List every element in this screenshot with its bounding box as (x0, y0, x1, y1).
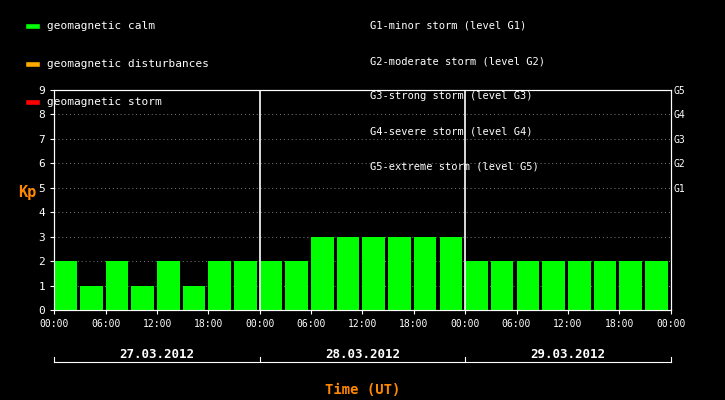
Bar (54, 261, 77, 310)
Text: G3-strong storm (level G3): G3-strong storm (level G3) (370, 91, 532, 101)
Text: G1-minor storm (level G1): G1-minor storm (level G1) (370, 21, 526, 31)
Bar (491, 261, 513, 310)
Bar (439, 237, 462, 310)
Bar (645, 261, 668, 310)
Bar (594, 261, 616, 310)
Bar (619, 261, 642, 310)
Bar (183, 286, 205, 310)
Text: geomagnetic storm: geomagnetic storm (47, 97, 162, 107)
Bar (260, 261, 282, 310)
Text: 27.03.2012: 27.03.2012 (120, 348, 194, 360)
Bar (388, 237, 411, 310)
Bar (208, 261, 231, 310)
Bar (465, 261, 488, 310)
Bar (80, 286, 103, 310)
Text: geomagnetic disturbances: geomagnetic disturbances (47, 59, 209, 69)
Text: G2-moderate storm (level G2): G2-moderate storm (level G2) (370, 56, 544, 66)
Bar (337, 237, 360, 310)
Bar (286, 261, 308, 310)
Bar (542, 261, 565, 310)
Bar (362, 237, 385, 310)
Text: Time (UT): Time (UT) (325, 383, 400, 397)
Text: geomagnetic calm: geomagnetic calm (47, 21, 155, 31)
Text: G4-severe storm (level G4): G4-severe storm (level G4) (370, 126, 532, 136)
Bar (157, 261, 180, 310)
Bar (131, 286, 154, 310)
Bar (234, 261, 257, 310)
Text: G5-extreme storm (level G5): G5-extreme storm (level G5) (370, 162, 539, 172)
Bar (414, 237, 436, 310)
Y-axis label: Kp: Kp (18, 185, 36, 200)
Bar (311, 237, 334, 310)
Bar (568, 261, 590, 310)
Bar (516, 261, 539, 310)
Bar (106, 261, 128, 310)
Text: 29.03.2012: 29.03.2012 (531, 348, 605, 360)
Text: 28.03.2012: 28.03.2012 (325, 348, 400, 360)
